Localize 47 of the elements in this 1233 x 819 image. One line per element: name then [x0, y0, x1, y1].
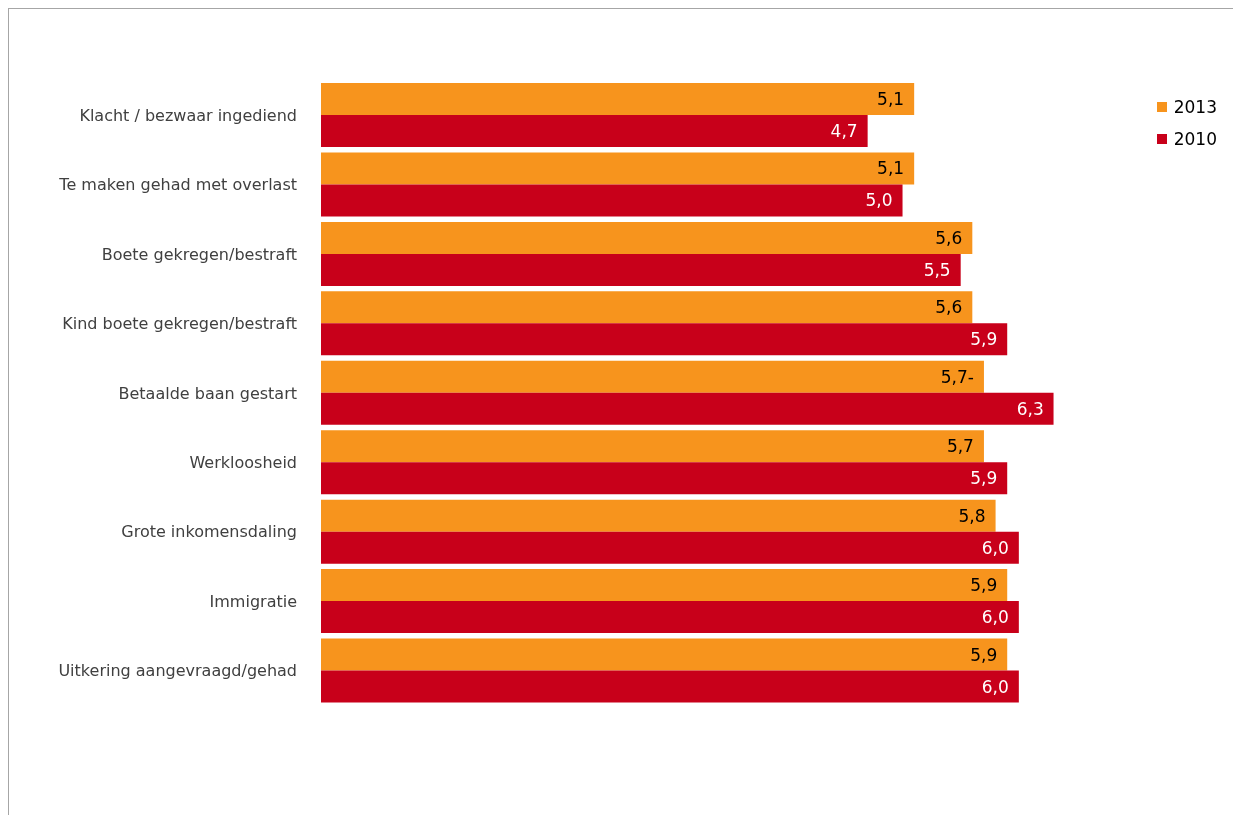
legend-label: 2013 [1173, 97, 1217, 117]
bar [321, 462, 1008, 495]
bar [321, 83, 915, 115]
data-label: 6,0 [981, 676, 1009, 697]
y-tick-label: Betaalde baan gestart [118, 383, 297, 403]
bar [321, 253, 961, 286]
legend-label: 2010 [1173, 129, 1217, 149]
data-label: 4,7 [830, 121, 858, 142]
data-label: 5,9 [970, 329, 998, 350]
bar [321, 531, 1019, 564]
bar [321, 638, 1008, 671]
data-label: 5,8 [958, 505, 986, 526]
data-label: 6,3 [1016, 398, 1044, 419]
data-label: 5,6 [935, 297, 963, 318]
bar [321, 360, 984, 393]
bar [321, 569, 1008, 602]
y-tick-label: Werkloosheid [189, 452, 297, 472]
data-label: 5,0 [865, 190, 893, 211]
bar [321, 152, 915, 185]
bar [321, 184, 903, 217]
y-tick-label: Boete gekregen/bestraft [101, 244, 297, 264]
bar [321, 499, 996, 532]
bar [321, 601, 1019, 634]
data-label: 5,7 [946, 436, 974, 457]
bar [321, 221, 973, 254]
data-label: 5,5 [923, 259, 951, 280]
y-tick-label: Grote inkomensdaling [121, 522, 297, 542]
y-tick-label: Immigratie [209, 591, 297, 611]
bar [321, 291, 973, 324]
data-label: 6,0 [981, 607, 1009, 628]
bar [321, 430, 984, 463]
data-label: 5,9 [970, 575, 998, 596]
y-tick-label: Te maken gehad met overlast [58, 175, 297, 195]
data-label: 5,9 [970, 468, 998, 489]
data-label: 5,6 [935, 227, 963, 248]
bar [321, 670, 1019, 703]
bar [321, 323, 1008, 356]
bar [321, 115, 868, 147]
bar [321, 392, 1054, 425]
data-label: 5,9 [970, 644, 998, 665]
y-tick-label: Kind boete gekregen/bestraft [62, 314, 297, 334]
data-label: 5,7- [940, 366, 974, 387]
data-label: 5,1 [877, 89, 905, 110]
data-label: 6,0 [981, 537, 1009, 558]
data-label: 5,1 [877, 158, 905, 179]
y-tick-label: Uitkering aangevraagd/gehad [58, 661, 297, 681]
y-tick-label: Klacht / bezwaar ingediend [79, 105, 297, 125]
